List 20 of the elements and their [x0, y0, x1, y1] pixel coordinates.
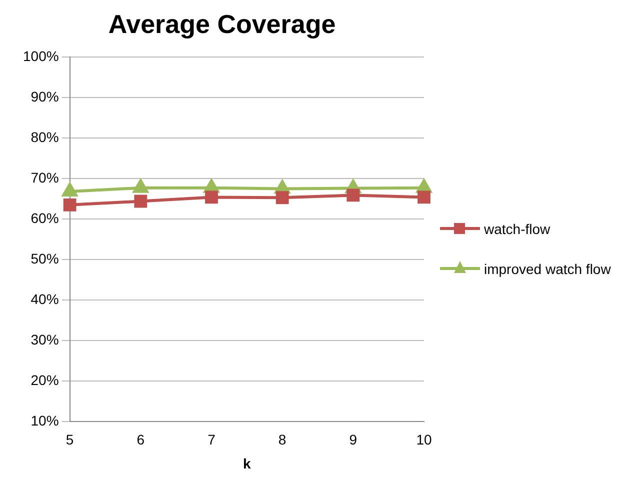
y-tick-label: 30%	[30, 331, 59, 348]
y-tick-label: 60%	[30, 210, 59, 226]
x-tick-label: 7	[208, 432, 216, 448]
y-tick-label: 90%	[30, 88, 59, 105]
x-tick-label: 9	[349, 432, 358, 448]
chart-title: Average Coverage	[108, 8, 336, 39]
legend-label: watch-flow	[484, 220, 550, 238]
y-tick-label: 70%	[30, 169, 59, 186]
y-tick-label: 20%	[30, 372, 59, 388]
x-axis-title: k	[243, 455, 252, 472]
x-tick-label: 6	[136, 432, 145, 448]
y-tick-label: 80%	[30, 128, 59, 145]
y-tick-label: 40%	[30, 290, 59, 307]
x-tick-label: 5	[66, 432, 74, 448]
x-tick-label: 10	[416, 432, 432, 448]
x-tick-label: 8	[278, 432, 286, 448]
legend-label: improved watch flow	[484, 260, 611, 278]
y-tick-label: 100%	[22, 48, 59, 64]
y-tick-label: 10%	[30, 412, 59, 428]
y-tick-label: 50%	[30, 250, 59, 266]
